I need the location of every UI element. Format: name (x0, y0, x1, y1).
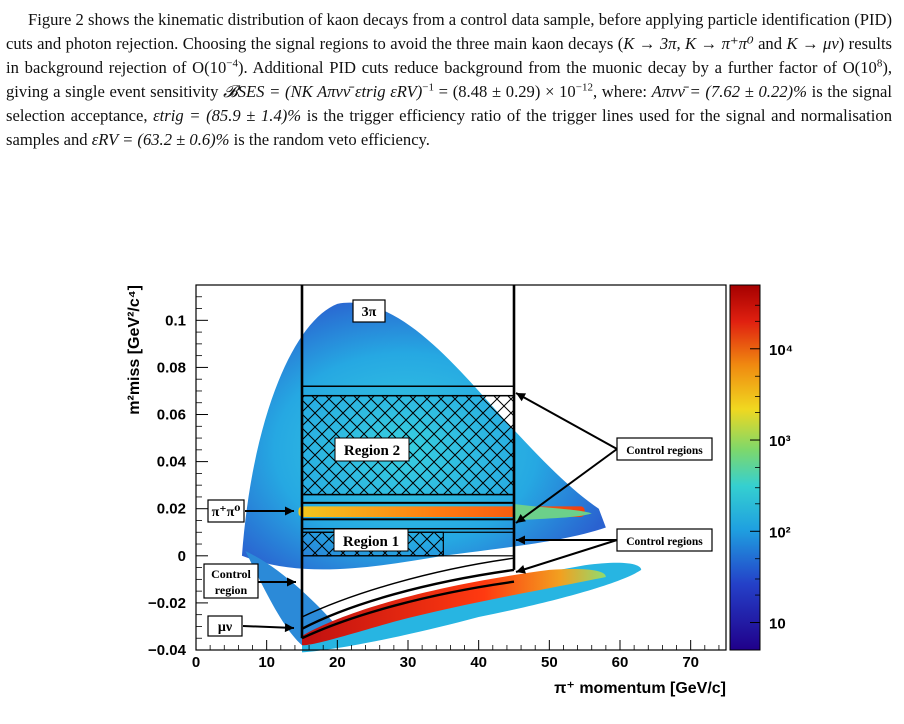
k3pi-decay: K → 3π (623, 34, 677, 53)
munu-control-curve-lower (301, 580, 515, 640)
x-tick-label: 10 (258, 654, 275, 671)
pipi0-label-text: π⁺π⁰ (212, 505, 241, 520)
ses-formula: 𝓑SES = (NK Aπνν̄ εtrig εRV) (223, 82, 423, 101)
region-1-label-bg (333, 528, 409, 552)
bg-exponent: −4 (226, 57, 238, 70)
x-tick-label: 40 (470, 654, 487, 671)
munu-control-curve-upper (301, 557, 515, 618)
colorbar: 10 10² 10³ 10⁴ (729, 284, 793, 651)
y-tick-label: 0.02 (157, 501, 186, 518)
axes: 0 10 20 30 40 50 60 70 −0.04 −0.02 0 0.02 0.04 0.06 0.… (126, 284, 727, 697)
x-tick-label: 50 (541, 654, 558, 671)
three-pi-label-box (352, 299, 386, 323)
para-text-6: ), giving a single event sensitivity (6, 58, 892, 101)
random-veto-formula: εRV = (63.2 ± 0.6)% (91, 130, 230, 149)
control-upper-arrow-1 (515, 392, 618, 450)
y-tick-label: 0.1 (165, 312, 186, 329)
pipi0-label-box (207, 499, 245, 523)
para-text-10: is the random veto efficiency. (229, 130, 430, 149)
region-2-label: Region 2 (344, 443, 400, 459)
control-regions-upper-label-text: Control regions (626, 445, 703, 457)
kpipi0-decay: K → π⁺π⁰ (685, 34, 754, 53)
control-lower-arrow-2-head (516, 564, 526, 574)
colorbar-tick-label: 10³ (769, 433, 791, 450)
kmunu-decay: K → μν (786, 34, 839, 53)
colorbar-tick-label: 10² (769, 524, 791, 541)
para-text-3: and (753, 34, 787, 53)
control-upper-arrow-1-head (516, 393, 527, 402)
munu-control-curve-mid (301, 568, 515, 630)
kinematic-distribution-figure: 0 10 20 30 40 50 60 70 −0.04 −0.02 0 0.02 0.04 0.06 0.… (126, 284, 793, 697)
y-tick-label: −0.02 (148, 595, 186, 612)
control-regions-lower-label-text: Control regions (626, 536, 703, 548)
control-region-label-line1: Control (211, 567, 251, 581)
pipi0-tail (514, 504, 592, 521)
control-lower-arrow-1-head (516, 535, 525, 545)
y-tick-label: 0 (178, 548, 186, 565)
x-tick-label: 0 (192, 654, 200, 671)
x-tick-label: 20 (329, 654, 346, 671)
control-upper-arrow-2-head (516, 514, 526, 523)
y-tick-label: −0.04 (148, 642, 187, 659)
mu-exponent: 8 (876, 57, 883, 70)
control-upper-arrow-2 (515, 448, 618, 524)
control-region-label-line2: region (215, 583, 248, 597)
para-text-2: , (676, 34, 686, 53)
plot-frame (195, 284, 727, 651)
x-tick-label: 70 (682, 654, 699, 671)
para-text-8: is the signal selection acceptance, (6, 82, 892, 125)
y-tick-label: 0.06 (157, 407, 186, 424)
ses-value: = (8.48 ± 0.29) × 10 (433, 82, 576, 101)
munu-label-text: μν (218, 620, 233, 635)
ses-exponent: −1 (422, 81, 434, 94)
para-text-9: is the trigger efficiency ratio of the t… (6, 106, 892, 149)
body-paragraph: Figure 2 shows the kinematic distributio… (6, 8, 892, 152)
trigger-formula: εtrig = (85.9 ± 1.4)% (153, 106, 302, 125)
x-axis-label: π⁺ momentum [GeV/c] (554, 680, 726, 697)
control-lower-arrow-2 (515, 539, 618, 573)
acceptance-formula: Aπνν̄ = (7.62 ± 0.22)% (651, 82, 807, 101)
control-region-arrow-head (287, 577, 296, 587)
para-text-4: ) results in background rejection of O(1… (6, 34, 893, 77)
para-text-1: Figure 2 shows the kinematic distributio… (6, 10, 892, 53)
ses-value-exponent: −12 (575, 81, 593, 94)
region-1-label: Region 1 (343, 534, 399, 550)
munu-core-band (302, 569, 606, 646)
pipi0-arrow-head (285, 506, 294, 516)
para-text-7: , where: (592, 82, 652, 101)
munu-arrow-head (284, 623, 294, 633)
x-tick-label: 30 (400, 654, 417, 671)
para-text-5: ). Additional PID cuts reduce background… (237, 58, 877, 77)
munu-label-box (207, 615, 243, 637)
annotations: 3π Region 2 Region 1 π⁺π⁰ Control region μν Con… (203, 299, 713, 637)
y-tick-label: 0.04 (157, 454, 187, 471)
y-axis-label: m²miss [GeV²/c⁴] (126, 285, 143, 415)
colorbar-tick-label: 10⁴ (769, 342, 793, 359)
three-pi-label-text: 3π (362, 305, 377, 320)
colorbar-tick-label: 10 (769, 616, 786, 633)
y-tick-label: 0.08 (157, 359, 186, 376)
x-tick-label: 60 (612, 654, 629, 671)
region-2-label-bg (334, 437, 410, 462)
